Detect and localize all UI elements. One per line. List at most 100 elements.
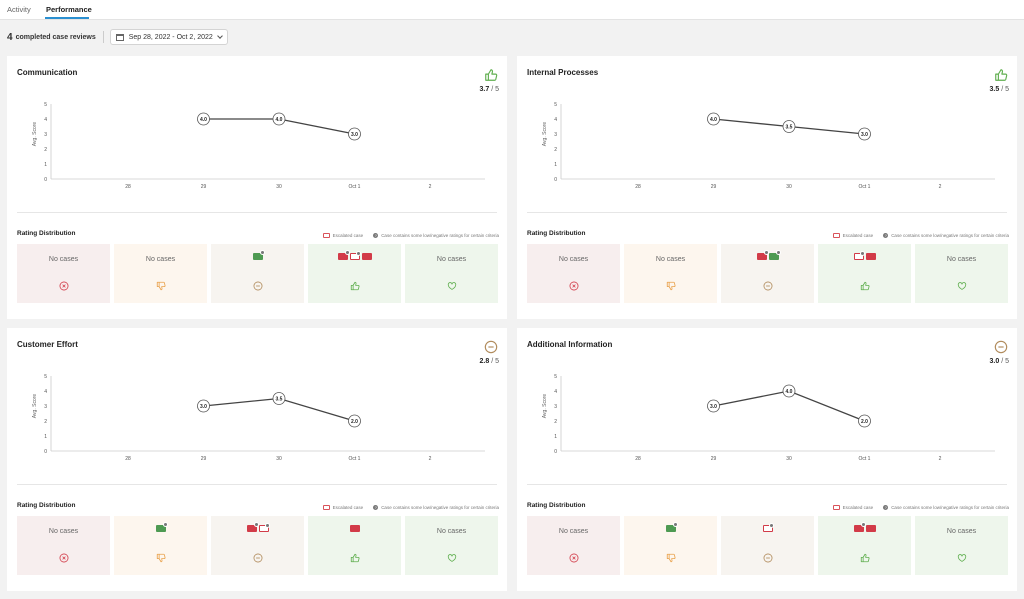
rating-distribution-title: Rating Distribution: [527, 230, 586, 237]
thumbs-up-icon: [860, 550, 870, 563]
rating-distribution: No cases No cases No cases: [17, 244, 498, 303]
data-point[interactable]: 3.5: [272, 392, 286, 405]
case-chip[interactable]: [865, 253, 876, 260]
bucket-very-negative[interactable]: No cases: [527, 516, 620, 575]
data-point[interactable]: 4.0: [782, 384, 796, 398]
bucket-very-positive[interactable]: No cases: [405, 516, 498, 575]
low-rating-marker: [259, 250, 265, 255]
case-chip[interactable]: [853, 251, 865, 260]
low-ratings-legend-label: Case contains some low/negative ratings …: [381, 233, 499, 238]
x-tick-label: Oct 1: [859, 456, 871, 462]
bucket-neutral[interactable]: [721, 516, 814, 575]
neutral-face-icon: [763, 278, 773, 291]
bucket-neutral[interactable]: [211, 516, 304, 575]
bucket-very-positive[interactable]: No cases: [405, 244, 498, 303]
thumbs-up-icon: [484, 68, 498, 82]
bucket-neutral[interactable]: [721, 244, 814, 303]
review-count-label: completed case reviews: [15, 33, 96, 41]
data-point[interactable]: 4.0: [272, 112, 286, 126]
case-chip[interactable]: [337, 250, 350, 260]
case-chip[interactable]: [349, 525, 360, 532]
case-chip[interactable]: [258, 523, 270, 532]
data-point[interactable]: 3.0: [707, 399, 720, 413]
bucket-very-positive[interactable]: No cases: [915, 516, 1008, 575]
section-divider: [17, 484, 497, 485]
y-tick-label: 1: [44, 434, 47, 440]
case-chip[interactable]: [865, 525, 876, 532]
data-point[interactable]: 3.0: [858, 127, 871, 141]
case-chips: [211, 250, 304, 260]
heart-icon: [447, 550, 457, 562]
neutral-face-icon: [484, 340, 498, 354]
bucket-very-negative[interactable]: No cases: [17, 244, 110, 303]
x-tick-label: Oct 1: [859, 184, 871, 190]
average-score-value: 2.8: [479, 358, 490, 365]
data-point[interactable]: 2.0: [348, 414, 361, 428]
data-label: 4.0: [200, 117, 207, 123]
card-title: Additional Information: [527, 340, 613, 349]
date-range-picker[interactable]: Sep 28, 2022 - Oct 2, 2022: [109, 29, 228, 45]
bucket-negative[interactable]: [114, 516, 207, 575]
bucket-neutral[interactable]: [211, 244, 304, 303]
case-chip[interactable]: [155, 522, 168, 532]
case-chip[interactable]: [762, 523, 774, 532]
y-tick-label: 1: [554, 434, 557, 440]
data-point[interactable]: 2.0: [858, 414, 871, 428]
bucket-positive[interactable]: [818, 244, 911, 303]
bucket-negative[interactable]: No cases: [624, 244, 717, 303]
no-cases-label: No cases: [558, 256, 589, 263]
case-chips: [721, 250, 814, 260]
info-icon: ?: [883, 505, 889, 510]
bucket-very-negative[interactable]: No cases: [527, 244, 620, 303]
data-point[interactable]: 3.5: [782, 120, 796, 133]
score-line-chart: Avg. Score 5 4 3 2 1 0 28 29 30 Oct 1 2 4.0 3.5 3.0: [525, 101, 1005, 201]
low-rating-marker: [355, 251, 361, 256]
tab-bar: Activity Performance: [0, 0, 1024, 20]
data-point[interactable]: 4.0: [707, 112, 720, 126]
score-card: Customer Effort 2.8 / 5 Avg. Score 5 4 3 2 1 0 28…: [7, 328, 507, 591]
y-tick-label: 0: [44, 449, 47, 455]
bucket-negative[interactable]: No cases: [114, 244, 207, 303]
x-circle-icon: [59, 550, 69, 563]
case-chip[interactable]: [246, 522, 259, 532]
bucket-very-positive[interactable]: No cases: [915, 244, 1008, 303]
escalated-legend-swatch: [322, 233, 330, 238]
tab-performance[interactable]: Performance: [46, 5, 92, 14]
bucket-very-negative[interactable]: No cases: [17, 516, 110, 575]
distribution-legend: Escalated case? Case contains some low/ne…: [322, 505, 499, 510]
y-tick-label: 0: [554, 449, 557, 455]
average-score-max: / 5: [1001, 86, 1009, 93]
case-chip[interactable]: [756, 250, 769, 260]
low-rating-marker: [763, 250, 769, 255]
low-rating-marker: [344, 250, 350, 255]
low-rating-marker: [775, 250, 781, 255]
bucket-positive[interactable]: [308, 244, 401, 303]
data-point[interactable]: 3.0: [348, 127, 361, 141]
bucket-positive[interactable]: [308, 516, 401, 575]
data-point[interactable]: 3.0: [197, 399, 210, 413]
tab-activity[interactable]: Activity: [7, 5, 31, 14]
low-rating-marker: [768, 523, 774, 528]
case-chip[interactable]: [665, 522, 678, 532]
average-score-value: 3.5: [989, 86, 1000, 93]
case-chip[interactable]: [349, 251, 361, 260]
average-score: 3.0 / 5: [990, 358, 1009, 365]
neutral-face-icon: [253, 550, 263, 563]
case-chip[interactable]: [853, 522, 866, 532]
case-chip[interactable]: [252, 250, 265, 260]
case-chips: [624, 522, 717, 532]
y-tick-label: 3: [44, 132, 47, 138]
bucket-negative[interactable]: [624, 516, 717, 575]
data-point[interactable]: 4.0: [197, 112, 210, 126]
y-tick-label: 2: [554, 147, 557, 153]
x-tick-label: 28: [635, 456, 641, 462]
case-chip[interactable]: [768, 250, 781, 260]
x-tick-label: 28: [635, 184, 641, 190]
rating-distribution: No cases No cases No cases: [527, 244, 1008, 303]
case-chip[interactable]: [361, 253, 372, 260]
y-tick-label: 3: [554, 404, 557, 410]
date-range-label: Sep 28, 2022 - Oct 2, 2022: [128, 33, 213, 41]
bucket-positive[interactable]: [818, 516, 911, 575]
y-tick-label: 2: [44, 419, 47, 425]
rating-distribution-title: Rating Distribution: [17, 230, 76, 237]
